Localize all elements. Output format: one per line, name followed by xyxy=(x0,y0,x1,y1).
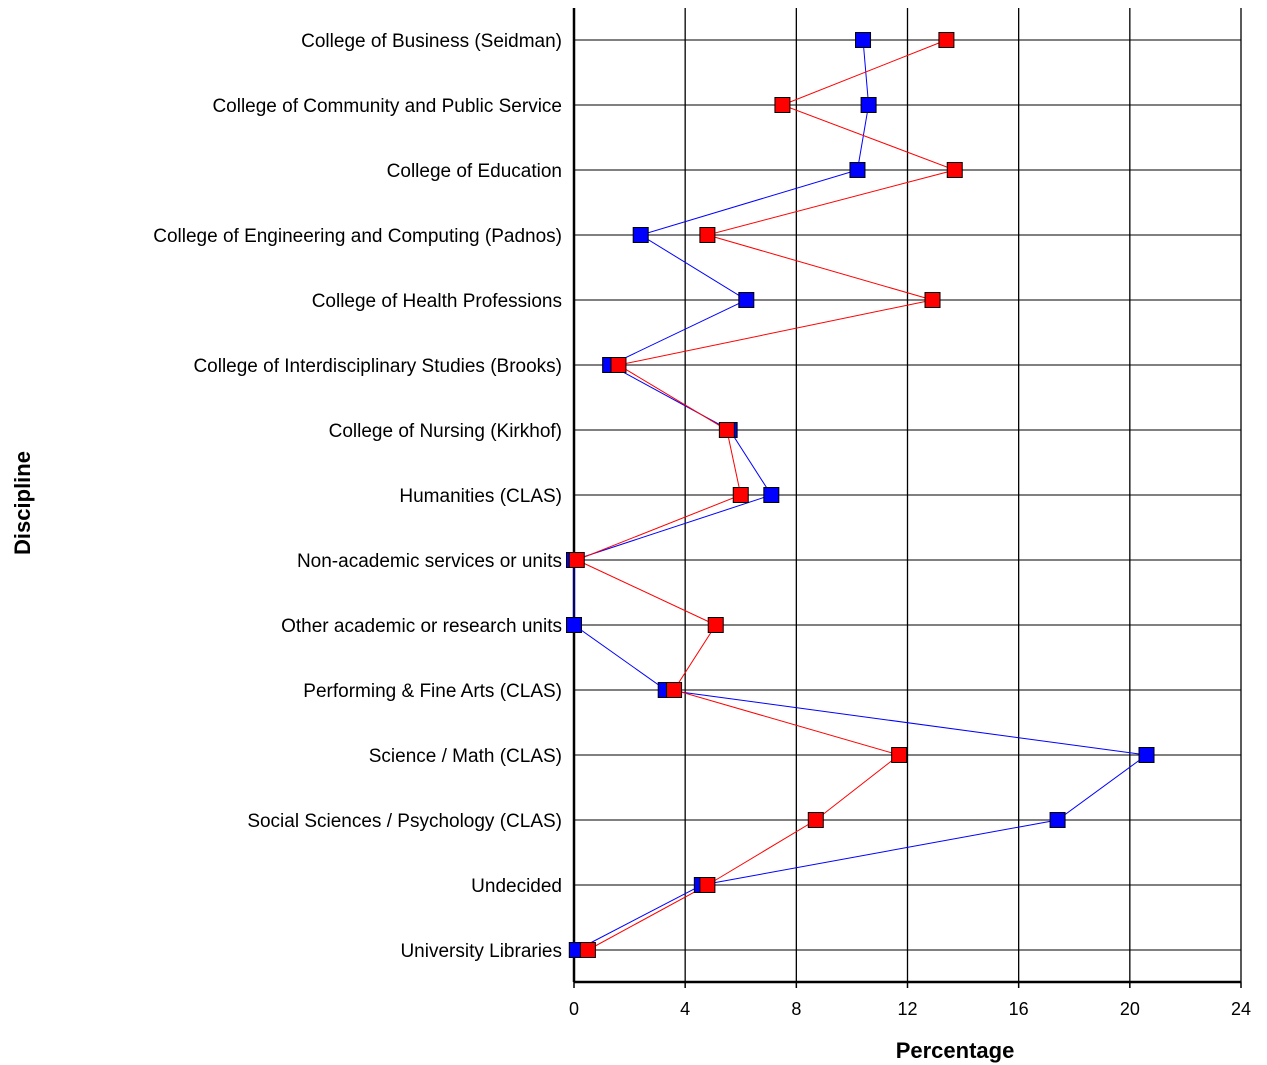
x-axis-title: Percentage xyxy=(896,1038,1015,1063)
x-tick-label: 20 xyxy=(1120,999,1140,1019)
series-2-point xyxy=(891,747,908,763)
series-2-point xyxy=(732,487,749,503)
category-label: College of Community and Public Service xyxy=(212,96,562,117)
series-1-point xyxy=(849,162,866,178)
category-label: College of Nursing (Kirkhof) xyxy=(329,421,562,442)
series-1-point xyxy=(1049,812,1066,828)
series-2-point xyxy=(718,422,735,438)
category-label: College of Engineering and Computing (Pa… xyxy=(153,226,562,247)
category-label: University Libraries xyxy=(400,941,562,962)
series-2-point xyxy=(774,97,791,113)
x-tick-label: 12 xyxy=(897,999,917,1019)
category-label: Undecided xyxy=(471,876,562,897)
series-1-point xyxy=(860,97,877,113)
x-tick-label: 0 xyxy=(569,999,579,1019)
x-tick-label: 24 xyxy=(1231,999,1251,1019)
series-2-point xyxy=(579,942,596,958)
y-axis-title: Discipline xyxy=(10,451,35,555)
x-tick-label: 8 xyxy=(791,999,801,1019)
category-label: Humanities (CLAS) xyxy=(399,486,562,507)
series-2-point xyxy=(924,292,941,308)
category-label: Performing & Fine Arts (CLAS) xyxy=(303,681,562,702)
series-2-point xyxy=(699,227,716,243)
series-2-point xyxy=(707,617,724,633)
series-2-point xyxy=(946,162,963,178)
x-tick-label: 4 xyxy=(680,999,690,1019)
series-1-point xyxy=(566,617,582,633)
category-label: College of Interdisciplinary Studies (Br… xyxy=(193,356,562,377)
axes xyxy=(572,8,1242,988)
x-tick-label: 16 xyxy=(1009,999,1029,1019)
category-label: Science / Math (CLAS) xyxy=(369,746,562,767)
series-1-point xyxy=(738,292,755,308)
series-1-point xyxy=(1138,747,1155,763)
series-2-point xyxy=(568,552,585,568)
x-tick-labels: 0 4 8 12 16 20 24 xyxy=(569,999,1251,1019)
category-labels: College of Business (Seidman) College of … xyxy=(153,31,562,962)
series-1-point xyxy=(855,32,872,48)
category-label: Other academic or research units xyxy=(281,616,562,637)
series-2-point xyxy=(807,812,824,828)
category-label: College of Business (Seidman) xyxy=(301,31,562,52)
category-label: College of Education xyxy=(387,161,562,182)
category-label: College of Health Professions xyxy=(312,291,562,312)
series-1-point xyxy=(632,227,649,243)
series-1-point xyxy=(763,487,780,503)
category-label: Social Sciences / Psychology (CLAS) xyxy=(247,811,562,832)
series-2-point xyxy=(699,877,716,893)
grid-lines xyxy=(574,8,1242,982)
series-2-point xyxy=(666,682,683,698)
series-markers xyxy=(566,32,1155,958)
series-2-point xyxy=(938,32,955,48)
series-2-point xyxy=(610,357,627,373)
category-label: Non-academic services or units xyxy=(297,551,562,572)
